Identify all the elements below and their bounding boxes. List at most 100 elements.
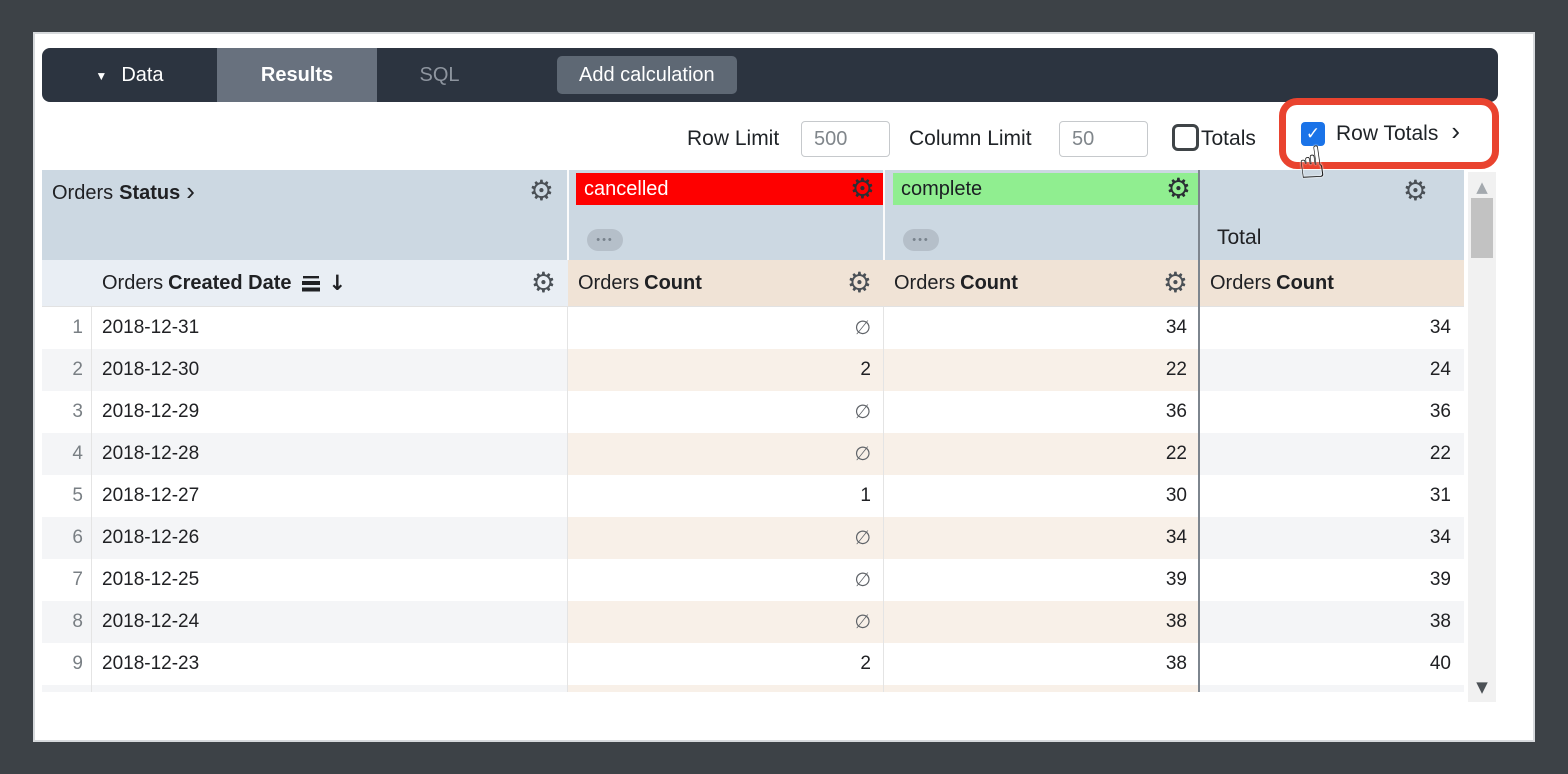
orders-created-date-header[interactable]: Orders Created Date ↓ ⚙ bbox=[92, 260, 568, 306]
orders-count-header-cancelled[interactable]: Orders Count ⚙ bbox=[568, 260, 884, 306]
table-row: 5 2018-12-27 1 30 31 bbox=[42, 475, 1464, 517]
cell-complete-count[interactable]: 38 bbox=[1165, 653, 1187, 674]
cell-created-date[interactable]: 2018-12-27 bbox=[102, 485, 200, 506]
pivot-cancelled-gear-icon[interactable]: ⚙ bbox=[849, 172, 875, 205]
row-number: 10 bbox=[42, 685, 92, 692]
cell-complete-count[interactable]: 34 bbox=[884, 517, 1200, 559]
cell-row-total[interactable]: 39 bbox=[1429, 569, 1451, 590]
cell-cancelled-count[interactable]: 2 bbox=[568, 349, 884, 391]
cell-row-total[interactable]: 36 bbox=[1429, 401, 1451, 422]
cell-created-date[interactable]: 2018-12-29 bbox=[102, 401, 200, 422]
add-calculation-button[interactable]: Add calculation bbox=[557, 56, 737, 94]
cell-cancelled-count[interactable]: 2 bbox=[860, 653, 871, 674]
orders-count-prefix: Orders bbox=[578, 271, 640, 294]
cell-row-total[interactable]: 38 bbox=[1200, 685, 1464, 692]
table-row: 6 2018-12-26 ∅ 34 34 bbox=[42, 517, 1464, 559]
pivot-complete-options-pill[interactable]: ••• bbox=[903, 229, 939, 251]
orders-count-gear-icon[interactable]: ⚙ bbox=[1162, 266, 1188, 299]
column-limit-input[interactable] bbox=[1059, 121, 1148, 157]
cell-created-date[interactable]: 2018-12-22 bbox=[92, 685, 568, 692]
pivot-field-header-orders-status[interactable]: Orders Status › ⚙ bbox=[42, 170, 568, 260]
cell-row-total[interactable]: 31 bbox=[1429, 485, 1451, 506]
tab-results[interactable]: Results bbox=[217, 48, 377, 102]
cell-row-total[interactable]: 40 bbox=[1429, 653, 1451, 674]
scroll-up-icon[interactable]: ▲ bbox=[1476, 178, 1488, 196]
orders-count-header-total[interactable]: Orders Count bbox=[1200, 260, 1464, 306]
cell-created-date[interactable]: 2018-12-26 bbox=[92, 517, 568, 559]
pivot-value-complete[interactable]: complete ⚙ bbox=[893, 173, 1199, 205]
row-limit-input[interactable] bbox=[801, 121, 890, 157]
pivot-value-cancelled[interactable]: cancelled ⚙ bbox=[576, 173, 883, 205]
sort-descending-icon[interactable]: ↓ bbox=[328, 271, 347, 295]
orders-count-gear-icon[interactable]: ⚙ bbox=[846, 266, 872, 299]
cell-complete-count[interactable]: 38 bbox=[884, 685, 1200, 692]
cell-complete-count[interactable]: 39 bbox=[1165, 569, 1187, 590]
cell-created-date[interactable]: 2018-12-25 bbox=[102, 569, 200, 590]
totals-label: Totals bbox=[1201, 127, 1256, 150]
row-number: 2 bbox=[42, 349, 92, 391]
table-row: 7 2018-12-25 ∅ 39 39 bbox=[42, 559, 1464, 601]
total-column-gear-icon[interactable]: ⚙ bbox=[1402, 174, 1428, 207]
cell-created-date[interactable]: 2018-12-28 bbox=[92, 433, 568, 475]
row-number: 7 bbox=[72, 569, 83, 590]
cell-row-total[interactable]: 34 bbox=[1200, 517, 1464, 559]
cell-row-total[interactable]: 22 bbox=[1200, 433, 1464, 475]
totals-checkbox[interactable] bbox=[1172, 124, 1199, 151]
cell-row-total[interactable]: 38 bbox=[1200, 601, 1464, 643]
row-number: 4 bbox=[42, 433, 92, 475]
cell-complete-count[interactable]: 22 bbox=[884, 433, 1200, 475]
cell-created-date[interactable]: 2018-12-31 bbox=[102, 317, 200, 338]
orders-status-chevron-icon: › bbox=[186, 176, 195, 206]
column-limit-label: Column Limit bbox=[909, 127, 1032, 150]
cell-complete-count[interactable]: 38 bbox=[884, 601, 1200, 643]
orders-status-gear-icon[interactable]: ⚙ bbox=[528, 174, 554, 207]
cell-complete-count[interactable]: 34 bbox=[1165, 317, 1187, 338]
cell-created-date[interactable]: 2018-12-24 bbox=[92, 601, 568, 643]
cell-row-total[interactable]: 34 bbox=[1429, 317, 1451, 338]
row-totals-chevron-icon[interactable]: › bbox=[1451, 116, 1460, 146]
cell-cancelled-count[interactable]: ∅ bbox=[568, 433, 884, 475]
vertical-scrollbar[interactable]: ▲ ▼ bbox=[1468, 172, 1496, 702]
scrollbar-thumb[interactable] bbox=[1471, 198, 1493, 258]
cell-cancelled-count[interactable]: 1 bbox=[860, 485, 871, 506]
cell-row-total[interactable]: 24 bbox=[1200, 349, 1464, 391]
created-date-gear-icon[interactable]: ⚙ bbox=[530, 266, 556, 299]
orders-status-field: Status bbox=[119, 182, 181, 204]
pivot-header-band: Orders Status › ⚙ cancelled ⚙ complete ⚙… bbox=[42, 170, 1464, 260]
add-calculation-label: Add calculation bbox=[579, 63, 715, 86]
row-number-header bbox=[42, 260, 92, 306]
row-number: 3 bbox=[72, 401, 83, 422]
cell-cancelled-count[interactable]: ∅ bbox=[568, 517, 884, 559]
orders-count-field: Count bbox=[644, 271, 702, 294]
pivot-cancelled-label: cancelled bbox=[584, 177, 669, 200]
tab-sql[interactable]: SQL bbox=[377, 48, 502, 102]
tab-data[interactable]: ▼ Data bbox=[42, 48, 217, 102]
row-limit-label: Row Limit bbox=[687, 127, 780, 150]
cell-cancelled-count[interactable]: ∅ bbox=[854, 317, 871, 339]
cell-cancelled-count[interactable]: ∅ bbox=[854, 401, 871, 423]
column-divider bbox=[567, 307, 568, 692]
bars-icon bbox=[301, 275, 320, 291]
row-number: 1 bbox=[72, 317, 83, 338]
checkmark-icon: ✓ bbox=[1305, 123, 1321, 143]
cell-complete-count[interactable]: 30 bbox=[1165, 485, 1187, 506]
cell-created-date[interactable]: 2018-12-30 bbox=[92, 349, 568, 391]
cell-cancelled-count[interactable]: ∅ bbox=[568, 685, 884, 692]
cell-created-date[interactable]: 2018-12-23 bbox=[102, 653, 200, 674]
orders-count-header-complete[interactable]: Orders Count ⚙ bbox=[884, 260, 1200, 306]
cell-complete-count[interactable]: 22 bbox=[884, 349, 1200, 391]
pivot-cancelled-options-pill[interactable]: ••• bbox=[587, 229, 623, 251]
table-row: 2 2018-12-30 2 22 24 bbox=[42, 349, 1464, 391]
row-number: 5 bbox=[72, 485, 83, 506]
cell-complete-count[interactable]: 36 bbox=[1165, 401, 1187, 422]
scroll-down-icon[interactable]: ▼ bbox=[1476, 678, 1488, 696]
pivot-complete-gear-icon[interactable]: ⚙ bbox=[1165, 172, 1191, 205]
table-body: 1 2018-12-31 ∅ 34 34 2 2018-12-30 2 22 24 3 2018-12… bbox=[42, 307, 1464, 692]
cell-cancelled-count[interactable]: ∅ bbox=[568, 601, 884, 643]
tab-sql-label: SQL bbox=[419, 63, 460, 86]
cell-cancelled-count[interactable]: ∅ bbox=[854, 569, 871, 591]
row-totals-checkbox[interactable]: ✓ bbox=[1301, 121, 1325, 146]
orders-status-title: Orders Status › bbox=[52, 176, 195, 209]
